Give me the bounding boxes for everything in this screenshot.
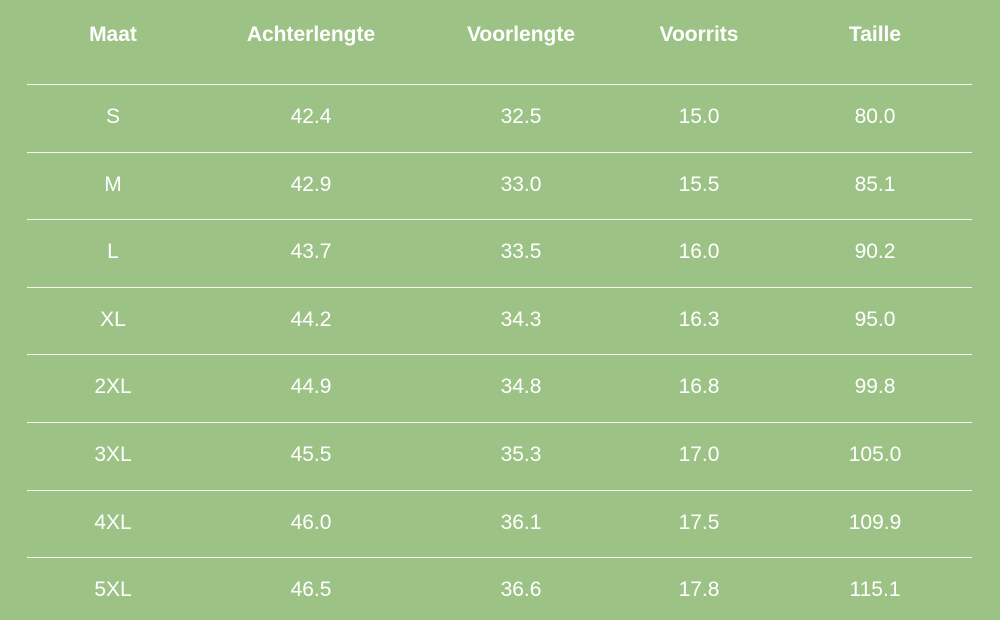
measure-cell: 45.5 xyxy=(290,443,332,466)
measure-cell: 85.1 xyxy=(854,173,896,196)
size-cell: 2XL xyxy=(94,375,132,398)
measure-cell: 17.5 xyxy=(678,511,720,534)
row-divider xyxy=(27,84,972,85)
measure-cell: 46.0 xyxy=(290,511,332,534)
measure-cell: 34.8 xyxy=(500,375,542,398)
measure-cell: 17.0 xyxy=(678,443,720,466)
measure-cell: 43.7 xyxy=(290,240,332,263)
header-cell: Achterlengte xyxy=(246,23,376,46)
measure-cell: 99.8 xyxy=(854,375,896,398)
size-cell: L xyxy=(107,240,119,263)
measure-cell: 44.9 xyxy=(290,375,332,398)
measure-cell: 95.0 xyxy=(854,308,896,331)
measure-cell: 33.5 xyxy=(500,240,542,263)
row-divider xyxy=(27,152,972,153)
measure-cell: 42.4 xyxy=(290,105,332,128)
row-divider xyxy=(27,490,972,491)
measure-cell: 36.6 xyxy=(500,578,542,601)
measure-cell: 115.1 xyxy=(849,578,901,601)
size-cell: M xyxy=(104,173,122,196)
measure-cell: 32.5 xyxy=(500,105,542,128)
measure-cell: 35.3 xyxy=(500,443,542,466)
row-divider xyxy=(27,287,972,288)
measure-cell: 36.1 xyxy=(500,511,542,534)
measure-cell: 42.9 xyxy=(290,173,332,196)
measure-cell: 46.5 xyxy=(290,578,332,601)
measure-cell: 16.8 xyxy=(678,375,720,398)
measure-cell: 105.0 xyxy=(848,443,902,466)
size-cell: XL xyxy=(100,308,126,331)
size-cell: 4XL xyxy=(94,511,132,534)
measure-cell: 90.2 xyxy=(854,240,896,263)
size-cell: 3XL xyxy=(94,443,132,466)
header-cell: Taille xyxy=(848,23,902,46)
measure-cell: 80.0 xyxy=(854,105,896,128)
row-divider xyxy=(27,354,972,355)
measure-cell: 16.0 xyxy=(678,240,720,263)
measure-cell: 33.0 xyxy=(500,173,542,196)
size-cell: S xyxy=(105,105,120,128)
measure-cell: 34.3 xyxy=(500,308,542,331)
row-divider xyxy=(27,219,972,220)
measure-cell: 15.5 xyxy=(678,173,720,196)
measure-cell: 17.8 xyxy=(678,578,720,601)
measure-cell: 44.2 xyxy=(290,308,332,331)
size-cell: 5XL xyxy=(94,578,132,601)
measure-cell: 109.9 xyxy=(848,511,902,534)
measure-cell: 15.0 xyxy=(678,105,720,128)
measure-cell: 16.3 xyxy=(678,308,720,331)
row-divider xyxy=(27,422,972,423)
header-cell: Voorrits xyxy=(659,23,739,46)
header-cell: Maat xyxy=(89,23,137,46)
row-divider xyxy=(27,557,972,558)
header-cell: Voorlengte xyxy=(466,23,576,46)
